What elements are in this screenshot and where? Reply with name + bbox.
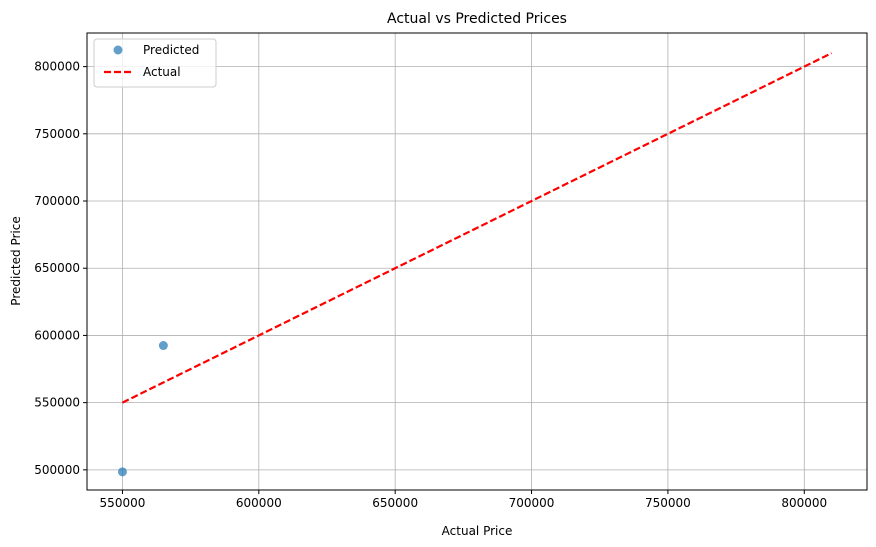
legend-box — [93, 38, 217, 88]
y-tick-label: 600000 — [34, 328, 80, 342]
legend-label-predicted: Predicted — [143, 43, 199, 57]
plot-frame — [86, 32, 868, 491]
legend-marker-predicted — [113, 45, 123, 55]
grid — [87, 33, 867, 490]
x-tick-label: 600000 — [236, 496, 282, 510]
legend: Predicted Actual — [93, 38, 217, 88]
line-series — [121, 52, 833, 404]
legend-label-actual: Actual — [143, 65, 181, 79]
chart-title: Actual vs Predicted Prices — [387, 11, 567, 27]
y-tick-label: 550000 — [34, 396, 80, 410]
x-tick-label: 550000 — [100, 496, 146, 510]
y-tick-label: 800000 — [34, 60, 80, 74]
x-tick-label: 650000 — [372, 496, 418, 510]
actual-line — [121, 52, 833, 404]
y-tick-label: 650000 — [34, 261, 80, 275]
y-tick-label: 500000 — [34, 463, 80, 477]
y-tick-label: 700000 — [34, 194, 80, 208]
y-axis-label: Predicted Price — [9, 216, 23, 305]
x-tick-label: 750000 — [645, 496, 691, 510]
x-axis-label: Actual Price — [442, 524, 513, 538]
x-tick-label: 800000 — [781, 496, 827, 510]
x-axis-ticks: 550000 600000 650000 700000 750000 800000 — [100, 490, 827, 510]
x-tick-label: 700000 — [509, 496, 555, 510]
y-axis-ticks: 500000 550000 600000 650000 700000 750000 8000… — [34, 60, 87, 477]
scatter-series — [117, 341, 168, 477]
predicted-point — [117, 467, 127, 477]
predicted-point — [158, 341, 168, 351]
y-tick-label: 750000 — [34, 127, 80, 141]
